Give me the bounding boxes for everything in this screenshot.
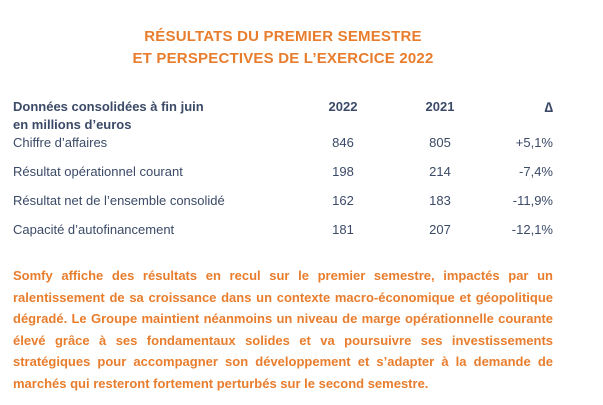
value-delta: -12,1% xyxy=(511,222,553,237)
table-body: Chiffre d’affaires 846 805 +5,1% Résulta… xyxy=(13,134,553,239)
commentary-paragraph: Somfy affiche des résultats en recul sur… xyxy=(13,268,553,391)
row-label: Résultat net de l’ensemble consolidé xyxy=(13,193,225,208)
value-2021: 207 xyxy=(429,222,451,237)
column-header-2021: 2021 xyxy=(425,99,455,114)
content-area: RÉSULTATS DU PREMIER SEMESTRE ET PERSPEC… xyxy=(13,26,553,394)
table-header-row: Données consolidées à fin juin en millio… xyxy=(13,98,553,134)
row-label: Chiffre d’affaires xyxy=(13,135,108,150)
page-title-line-1: RÉSULTATS DU PREMIER SEMESTRE xyxy=(144,28,422,45)
table-header-label-line-2: en millions d’euros xyxy=(13,117,132,132)
row-label: Capacité d’autofinancement xyxy=(13,222,175,237)
table-row: Capacité d’autofinancement 181 207 -12,1… xyxy=(13,221,553,239)
value-2022: 181 xyxy=(332,222,354,237)
value-delta: -7,4% xyxy=(519,164,553,179)
table-row: Chiffre d’affaires 846 805 +5,1% xyxy=(13,134,553,152)
page-title: RÉSULTATS DU PREMIER SEMESTRE ET PERSPEC… xyxy=(13,26,553,70)
value-2021: 214 xyxy=(429,164,451,179)
value-2022: 846 xyxy=(332,135,354,150)
table-row: Résultat net de l’ensemble consolidé 162… xyxy=(13,192,553,210)
row-label: Résultat opérationnel courant xyxy=(13,164,183,179)
table-header-label-line-1: Données consolidées à fin juin xyxy=(13,99,204,114)
value-2022: 162 xyxy=(332,193,354,208)
value-2021: 805 xyxy=(429,135,451,150)
table-header-label: Données consolidées à fin juin en millio… xyxy=(13,98,294,134)
value-delta: +5,1% xyxy=(515,135,553,150)
column-header-delta-icon: ∆ xyxy=(544,99,553,115)
page-title-line-2: ET PERSPECTIVES DE L’EXERCICE 2022 xyxy=(132,50,434,67)
value-delta: -11,9% xyxy=(512,193,553,208)
table-row: Résultat opérationnel courant 198 214 -7… xyxy=(13,163,553,181)
value-2022: 198 xyxy=(332,164,354,179)
value-2021: 183 xyxy=(429,193,451,208)
column-header-2022: 2022 xyxy=(328,99,358,114)
results-table: Données consolidées à fin juin en millio… xyxy=(13,98,553,239)
